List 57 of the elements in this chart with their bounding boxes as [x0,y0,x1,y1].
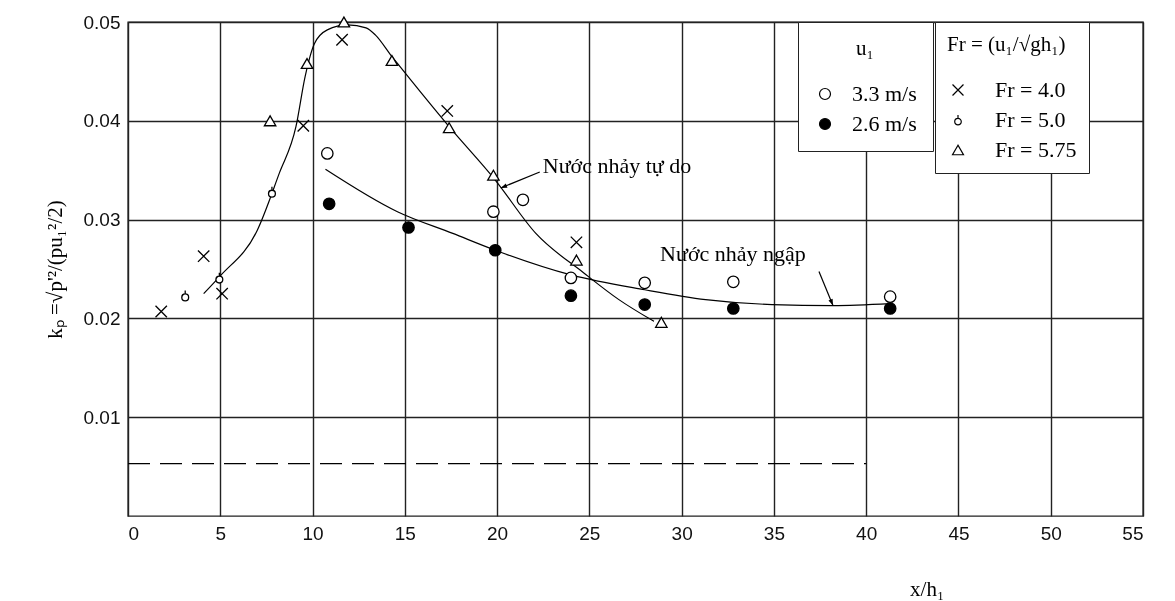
point [570,254,583,266]
point [215,287,229,301]
point [638,298,652,311]
point [654,316,668,328]
point [154,305,168,318]
point [487,169,500,181]
point [487,205,500,219]
point [570,235,583,249]
point [726,302,740,315]
y-tick-label: 0.05 [83,11,121,33]
point [564,271,578,285]
point [322,197,336,211]
legend-label: 3.3 m/s [852,81,917,106]
point [296,119,310,133]
y-axis-title: kₚ =√p'²/(pu₁²/2) [42,200,68,339]
point [883,290,897,303]
y-tick-label: 0.03 [83,209,121,231]
x-tick-label: 10 [302,522,324,544]
point [440,104,454,118]
point [516,193,530,207]
point [197,249,211,263]
text: u₁ [856,36,874,60]
x-tick-label: 0 [128,522,140,544]
point [335,33,349,47]
y-tick-label: 0.04 [83,110,121,132]
point [337,16,351,28]
x-axis-title: x/h₁ [910,576,945,601]
point [638,276,652,290]
point [442,122,456,134]
x-tick-label: 55 [1122,522,1144,544]
x-tick-label: 20 [487,522,509,544]
x-tick-label: 50 [1040,522,1062,544]
point [488,243,502,257]
legend-label: Fr = 4.0 [995,77,1066,102]
legend-label: Fr = 5.0 [995,107,1066,132]
point [320,147,334,160]
point [883,302,897,315]
x-tick-label: 5 [215,522,227,544]
x-tick-label: 35 [763,522,785,544]
y-tick-label: 0.01 [83,406,121,428]
point [215,272,224,284]
text: Fr = (u₁/√gh₁) [947,32,1066,56]
point [385,54,399,67]
x-tick-label: 15 [394,522,416,544]
x-tick-label: 30 [671,522,693,544]
point [726,275,740,289]
point [402,221,415,234]
x-tick-label: 25 [579,522,601,544]
x-tick-label: 40 [856,522,878,544]
legend-label: Fr = 5.75 [995,137,1077,162]
y-tick-label: 0.02 [83,307,121,329]
point [263,115,277,127]
point [564,289,578,303]
legend-label: 2.6 m/s [852,111,917,136]
point [300,57,314,70]
x-tick-label: 45 [948,522,970,544]
point [267,186,277,198]
